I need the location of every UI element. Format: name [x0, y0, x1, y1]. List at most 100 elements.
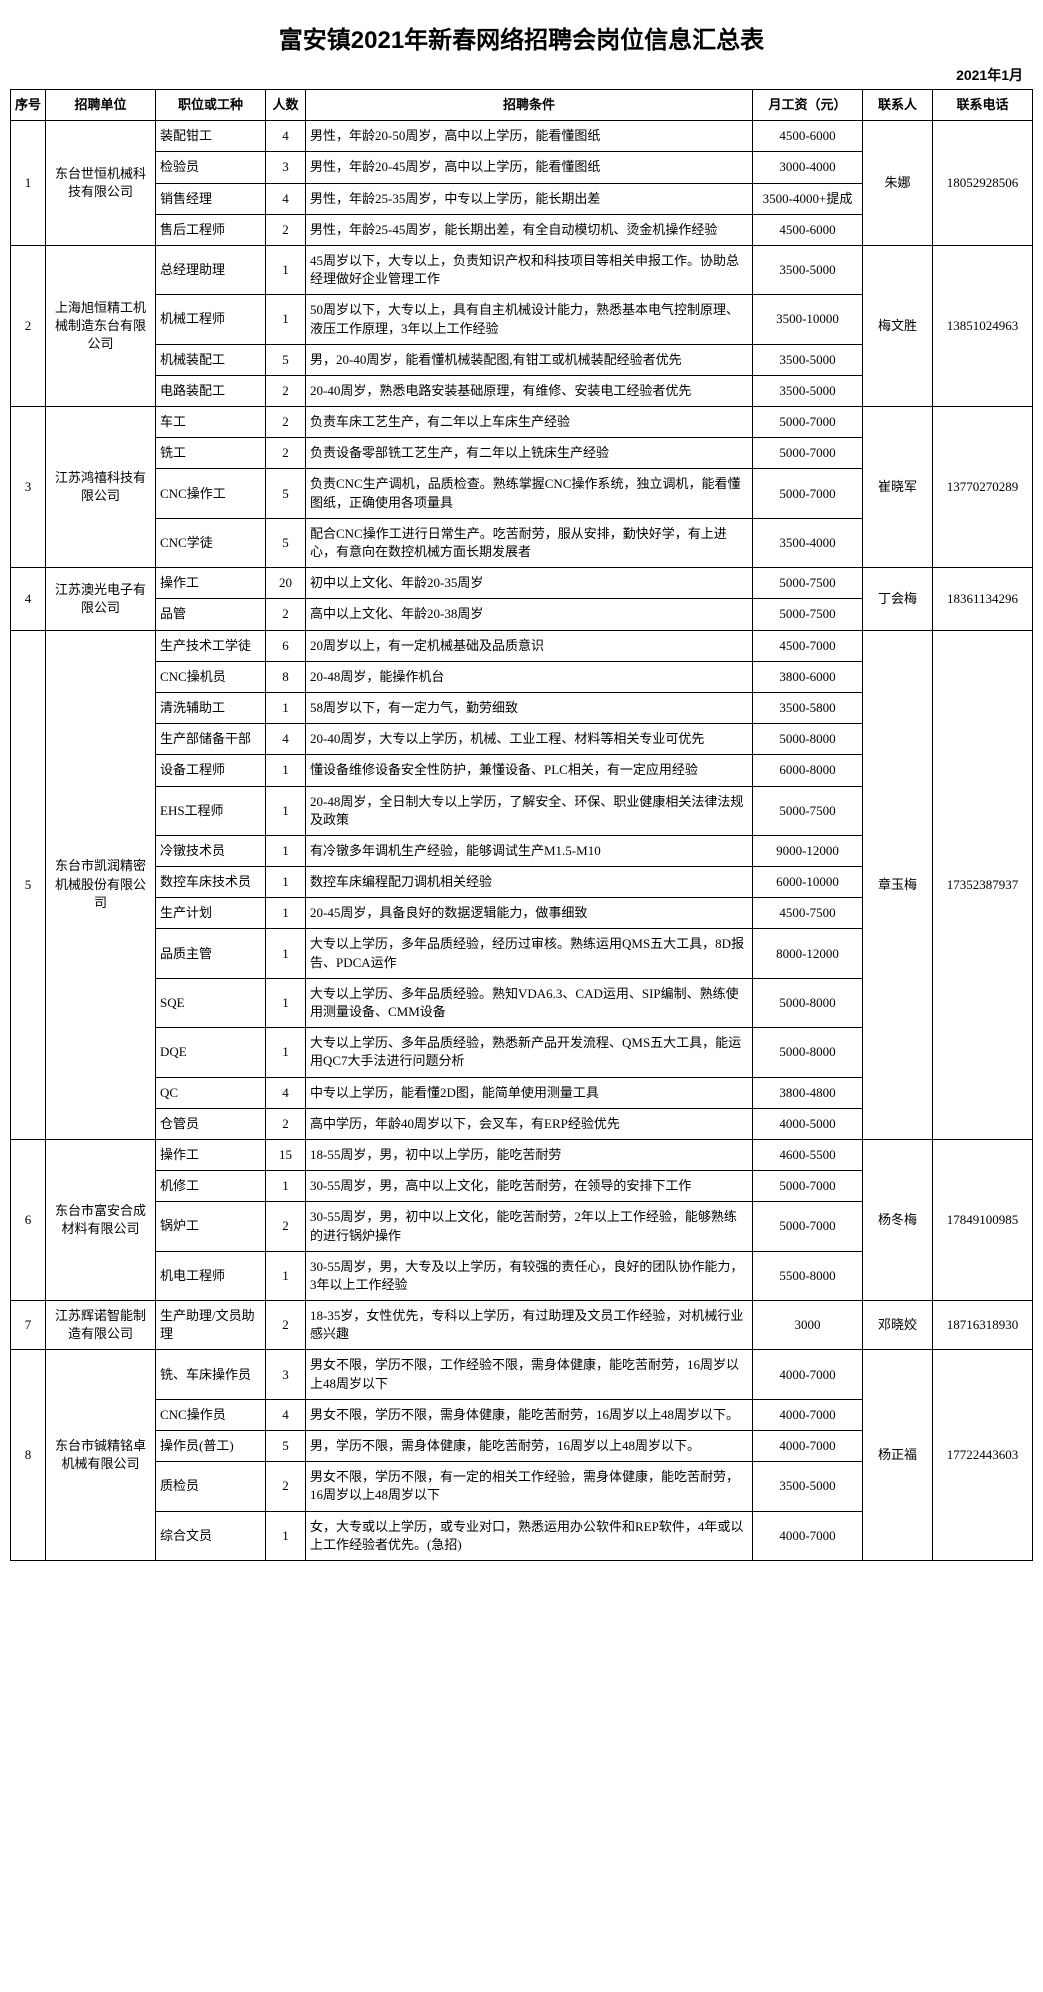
cell-salary: 5000-7500: [753, 599, 863, 630]
cell-requirements: 男性，年龄25-45周岁，能长期出差，有全自动模切机、烫金机操作经验: [306, 214, 753, 245]
cell-count: 4: [266, 1077, 306, 1108]
cell-position: 冷镦技术员: [156, 835, 266, 866]
cell-salary: 4000-7000: [753, 1350, 863, 1399]
cell-salary: 3500-5000: [753, 245, 863, 294]
cell-position: 设备工程师: [156, 755, 266, 786]
cell-contact: 梅文胜: [863, 245, 933, 406]
cell-salary: 4600-5500: [753, 1139, 863, 1170]
cell-idx: 6: [11, 1139, 46, 1300]
cell-requirements: 20-48周岁，全日制大专以上学历，了解安全、环保、职业健康相关法律法规及政策: [306, 786, 753, 835]
cell-company: 江苏辉诺智能制造有限公司: [46, 1301, 156, 1350]
header-salary: 月工资（元）: [753, 90, 863, 121]
cell-idx: 7: [11, 1301, 46, 1350]
header-company: 招聘单位: [46, 90, 156, 121]
table-row: 4江苏澳光电子有限公司操作工20初中以上文化、年龄20-35周岁5000-750…: [11, 568, 1033, 599]
cell-count: 1: [266, 295, 306, 344]
cell-position: 操作员(普工): [156, 1431, 266, 1462]
header-count: 人数: [266, 90, 306, 121]
cell-requirements: 负责CNC生产调机，品质检查。熟练掌握CNC操作系统，独立调机，能看懂图纸，正确…: [306, 469, 753, 518]
cell-position: 操作工: [156, 1139, 266, 1170]
cell-company: 东台市凯润精密机械股份有限公司: [46, 630, 156, 1139]
cell-position: 总经理助理: [156, 245, 266, 294]
cell-salary: 5000-8000: [753, 978, 863, 1027]
cell-position: 生产计划: [156, 898, 266, 929]
cell-count: 6: [266, 630, 306, 661]
cell-salary: 5000-7500: [753, 568, 863, 599]
table-row: 1东台世恒机械科技有限公司装配钳工4男性，年龄20-50周岁，高中以上学历，能看…: [11, 121, 1033, 152]
cell-salary: 5000-7000: [753, 1171, 863, 1202]
cell-requirements: 数控车床编程配刀调机相关经验: [306, 867, 753, 898]
cell-idx: 8: [11, 1350, 46, 1561]
cell-salary: 3500-5000: [753, 1462, 863, 1511]
header-idx: 序号: [11, 90, 46, 121]
cell-requirements: 18-35岁，女性优先，专科以上学历，有过助理及文员工作经验，对机械行业感兴趣: [306, 1301, 753, 1350]
cell-position: 品管: [156, 599, 266, 630]
cell-requirements: 男，20-40周岁，能看懂机械装配图,有钳工或机械装配经验者优先: [306, 344, 753, 375]
cell-salary: 3800-4800: [753, 1077, 863, 1108]
cell-position: CNC操机员: [156, 661, 266, 692]
table-row: 6东台市富安合成材料有限公司操作工1518-55周岁，男，初中以上学历，能吃苦耐…: [11, 1139, 1033, 1170]
cell-salary: 5000-7000: [753, 407, 863, 438]
cell-position: 机械装配工: [156, 344, 266, 375]
cell-salary: 6000-10000: [753, 867, 863, 898]
cell-count: 2: [266, 599, 306, 630]
cell-requirements: 男性，年龄25-35周岁，中专以上学历，能长期出差: [306, 183, 753, 214]
cell-position: 检验员: [156, 152, 266, 183]
cell-salary: 3800-6000: [753, 661, 863, 692]
cell-salary: 3500-5000: [753, 344, 863, 375]
cell-count: 2: [266, 1202, 306, 1251]
cell-salary: 4000-5000: [753, 1108, 863, 1139]
cell-company: 江苏鸿禧科技有限公司: [46, 407, 156, 568]
cell-count: 1: [266, 692, 306, 723]
cell-position: 铣工: [156, 438, 266, 469]
table-row: 7江苏辉诺智能制造有限公司生产助理/文员助理218-35岁，女性优先，专科以上学…: [11, 1301, 1033, 1350]
cell-contact: 杨冬梅: [863, 1139, 933, 1300]
cell-position: 操作工: [156, 568, 266, 599]
cell-salary: 3500-4000: [753, 518, 863, 567]
cell-requirements: 高中学历，年龄40周岁以下，会叉车，有ERP经验优先: [306, 1108, 753, 1139]
cell-count: 1: [266, 1511, 306, 1560]
cell-position: 铣、车床操作员: [156, 1350, 266, 1399]
cell-position: 车工: [156, 407, 266, 438]
cell-idx: 5: [11, 630, 46, 1139]
cell-requirements: 18-55周岁，男，初中以上学历，能吃苦耐劳: [306, 1139, 753, 1170]
cell-salary: 3000: [753, 1301, 863, 1350]
cell-count: 4: [266, 1399, 306, 1430]
cell-salary: 5000-8000: [753, 1028, 863, 1077]
cell-phone: 18361134296: [933, 568, 1033, 630]
cell-count: 4: [266, 183, 306, 214]
cell-count: 8: [266, 661, 306, 692]
cell-phone: 13851024963: [933, 245, 1033, 406]
cell-count: 1: [266, 867, 306, 898]
cell-requirements: 女，大专或以上学历，或专业对口，熟悉运用办公软件和REP软件，4年或以上工作经验…: [306, 1511, 753, 1560]
cell-requirements: 30-55周岁，男，初中以上文化，能吃苦耐劳，2年以上工作经验，能够熟练的进行锅…: [306, 1202, 753, 1251]
cell-salary: 9000-12000: [753, 835, 863, 866]
cell-phone: 17722443603: [933, 1350, 1033, 1561]
cell-requirements: 20-40周岁，熟悉电路安装基础原理，有维修、安装电工经验者优先: [306, 375, 753, 406]
cell-count: 20: [266, 568, 306, 599]
cell-count: 1: [266, 1251, 306, 1300]
cell-position: 装配钳工: [156, 121, 266, 152]
cell-count: 4: [266, 724, 306, 755]
cell-requirements: 男女不限，学历不限，有一定的相关工作经验，需身体健康，能吃苦耐劳，16周岁以上4…: [306, 1462, 753, 1511]
cell-position: 机修工: [156, 1171, 266, 1202]
cell-count: 1: [266, 929, 306, 978]
cell-requirements: 男，学历不限，需身体健康，能吃苦耐劳，16周岁以上48周岁以下。: [306, 1431, 753, 1462]
cell-requirements: 58周岁以下，有一定力气，勤劳细致: [306, 692, 753, 723]
cell-position: 生产技术工学徒: [156, 630, 266, 661]
cell-requirements: 男性，年龄20-50周岁，高中以上学历，能看懂图纸: [306, 121, 753, 152]
cell-count: 4: [266, 121, 306, 152]
cell-requirements: 男性，年龄20-45周岁，高中以上学历，能看懂图纸: [306, 152, 753, 183]
table-row: 8东台市铖精铭卓机械有限公司铣、车床操作员3男女不限，学历不限，工作经验不限，需…: [11, 1350, 1033, 1399]
jobs-table: 序号 招聘单位 职位或工种 人数 招聘条件 月工资（元） 联系人 联系电话 1东…: [10, 89, 1033, 1561]
cell-requirements: 男女不限，学历不限，需身体健康，能吃苦耐劳，16周岁以上48周岁以下。: [306, 1399, 753, 1430]
cell-contact: 章玉梅: [863, 630, 933, 1139]
document-title: 富安镇2021年新春网络招聘会岗位信息汇总表: [10, 20, 1033, 55]
cell-position: CNC操作员: [156, 1399, 266, 1430]
cell-count: 2: [266, 407, 306, 438]
cell-requirements: 30-55周岁，男，高中以上文化，能吃苦耐劳，在领导的安排下工作: [306, 1171, 753, 1202]
cell-requirements: 50周岁以下，大专以上，具有自主机械设计能力，熟悉基本电气控制原理、液压工作原理…: [306, 295, 753, 344]
cell-position: SQE: [156, 978, 266, 1027]
cell-count: 15: [266, 1139, 306, 1170]
cell-count: 3: [266, 1350, 306, 1399]
